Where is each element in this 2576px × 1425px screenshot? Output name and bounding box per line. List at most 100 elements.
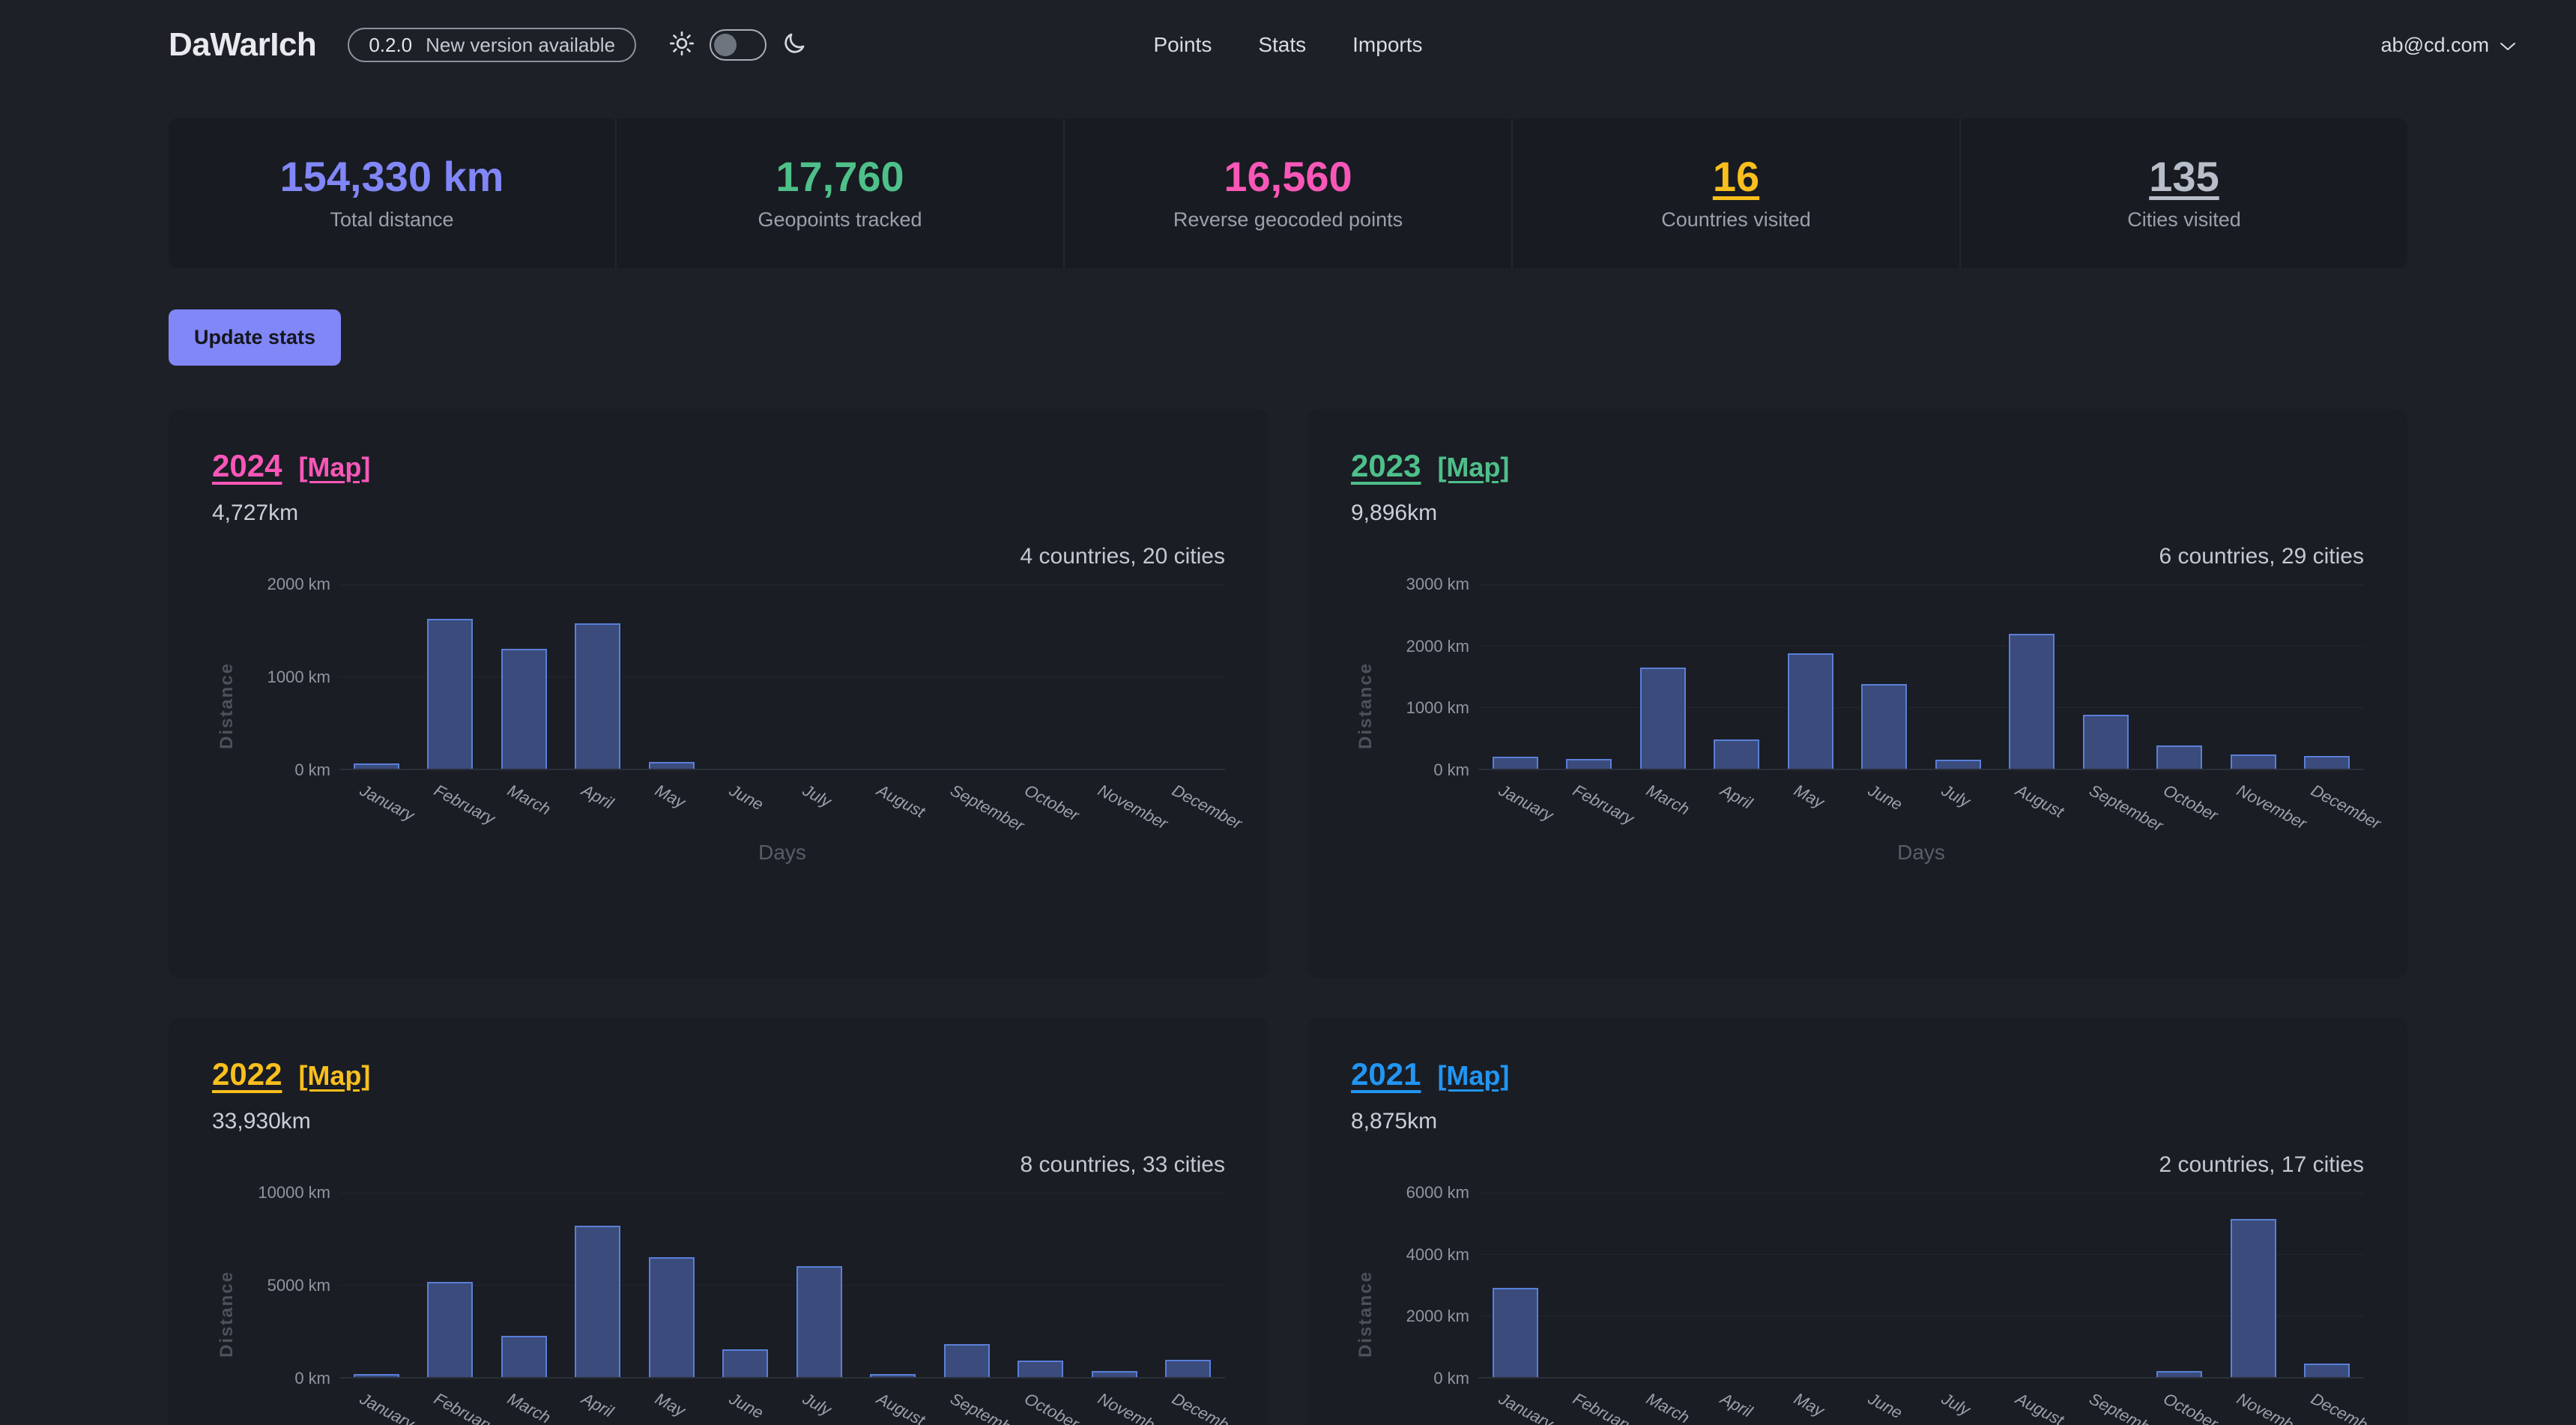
year-link[interactable]: 2021: [1351, 1056, 1421, 1092]
y-axis-tick-labels: 0 km 2000 km 4000 km 6000 km: [1381, 1183, 1478, 1388]
user-account-menu[interactable]: ab@cd.com: [2381, 34, 2516, 57]
stat-value: 16,560: [1224, 152, 1352, 200]
chart-bar[interactable]: [1492, 1288, 1538, 1377]
bar-slot: [1626, 584, 1700, 769]
chart-bar[interactable]: [575, 1226, 621, 1377]
nav-link-stats[interactable]: Stats: [1258, 33, 1307, 56]
bar-slot: [1004, 1193, 1078, 1377]
bar-slot: [709, 584, 783, 769]
bar-slot: [930, 1193, 1004, 1377]
nav-link-imports[interactable]: Imports: [1352, 33, 1423, 56]
chart-bar[interactable]: [501, 649, 547, 769]
chart-bar[interactable]: [1091, 1371, 1137, 1377]
nav-link-points[interactable]: Points: [1153, 33, 1212, 56]
x-tick-label: August: [2013, 1389, 2067, 1425]
chart-bar[interactable]: [648, 1257, 695, 1377]
x-tick-label: August: [874, 781, 928, 822]
chart-bar[interactable]: [575, 623, 621, 769]
x-tick-label: July: [799, 781, 835, 811]
x-tick-label: December: [1169, 1389, 1245, 1425]
distance-bar-chart: Distance 0 km 1000 km 2000 km January Februar…: [212, 575, 1245, 899]
update-stats-button[interactable]: Update stats: [169, 309, 342, 366]
map-link[interactable]: [Map]: [1437, 452, 1510, 482]
y-tick-label: 0 km: [294, 1369, 330, 1388]
chart-bar[interactable]: [1492, 757, 1538, 769]
y-axis-title: Distance: [217, 1270, 237, 1358]
year-link[interactable]: 2024: [212, 448, 282, 483]
x-tick-label: June: [726, 1389, 767, 1423]
chart-bar[interactable]: [2304, 755, 2350, 769]
chart-bar[interactable]: [427, 618, 474, 769]
chart-bar[interactable]: [501, 1335, 547, 1377]
gridline: [1478, 707, 2364, 708]
version-badge[interactable]: 0.2.0 New version available: [348, 28, 637, 62]
sun-icon[interactable]: [669, 31, 695, 60]
chart-bar[interactable]: [353, 1373, 399, 1377]
chart-bar[interactable]: [427, 1282, 474, 1377]
chart-bar[interactable]: [796, 1266, 842, 1377]
chart-bar[interactable]: [2304, 1363, 2350, 1377]
chart-bar[interactable]: [1861, 683, 1908, 769]
year-card: 2022 [Map] 33,930km 8 countries, 33 cities D…: [169, 1017, 1269, 1425]
chart-bar[interactable]: [1165, 1359, 1212, 1377]
bar-slot: [2143, 1193, 2217, 1377]
chart-bar[interactable]: [1787, 653, 1833, 769]
chart-bar[interactable]: [1714, 739, 1760, 769]
chart-bar[interactable]: [353, 763, 399, 769]
theme-toggle-knob: [714, 34, 737, 56]
chart-bar[interactable]: [1018, 1360, 1064, 1377]
chart-bar[interactable]: [2082, 714, 2129, 769]
theme-switcher[interactable]: [669, 29, 807, 61]
stat-label: Reverse geocoded points: [1173, 208, 1403, 231]
year-card: 2024 [Map] 4,727km 4 countries, 20 cities Di…: [169, 409, 1269, 978]
gridline: [1478, 646, 2364, 647]
map-link[interactable]: [Map]: [298, 452, 371, 482]
chart-bar[interactable]: [2230, 754, 2276, 769]
chart-bar[interactable]: [943, 1343, 990, 1377]
year-link[interactable]: 2023: [1351, 448, 1421, 483]
chart-bar[interactable]: [722, 1349, 769, 1377]
bar-slot: [561, 584, 635, 769]
stat-card: 16,560 Reverse geocoded points: [1065, 118, 1513, 268]
y-tick-label: 1000 km: [267, 668, 330, 686]
bar-slot: [414, 584, 488, 769]
x-tick-label: April: [1717, 781, 1756, 813]
bar-slot: [414, 1193, 488, 1377]
x-axis-title: Days: [758, 841, 806, 864]
chart-bar[interactable]: [2156, 1370, 2203, 1377]
year-link[interactable]: 2022: [212, 1056, 282, 1092]
x-tick-label: March: [1643, 781, 1693, 819]
y-tick-label: 2000 km: [267, 575, 330, 593]
x-tick-label: January: [357, 1389, 418, 1425]
bar-slot: [1152, 1193, 1226, 1377]
bar-slot: [1774, 584, 1848, 769]
chart-bar[interactable]: [1566, 758, 1612, 769]
chart-bar[interactable]: [2156, 745, 2203, 769]
gridline: [339, 1285, 1225, 1286]
year-places-summary: 6 countries, 29 cities: [2159, 544, 2364, 569]
chart-bar[interactable]: [1639, 667, 1686, 769]
chart-bar[interactable]: [648, 762, 695, 769]
x-tick-label: June: [1865, 1389, 1905, 1423]
y-axis-tick-labels: 0 km 5000 km 10000 km: [242, 1183, 339, 1388]
chart-bar[interactable]: [1935, 759, 1981, 769]
map-link[interactable]: [Map]: [298, 1060, 371, 1091]
bar-slot: [2069, 584, 2143, 769]
map-link[interactable]: [Map]: [1437, 1060, 1510, 1091]
chart-bar[interactable]: [2230, 1218, 2276, 1377]
year-places-summary: 2 countries, 17 cities: [2159, 1152, 2364, 1177]
x-axis-tick-labels: January February March April May June July Augu…: [339, 1379, 1245, 1425]
y-tick-label: 2000 km: [1406, 1307, 1469, 1326]
bar-slot: [2069, 1193, 2143, 1377]
chart-bar[interactable]: [2009, 633, 2055, 769]
x-tick-label: May: [652, 1389, 689, 1421]
x-tick-label: May: [652, 781, 689, 812]
x-tick-label: January: [1496, 1389, 1557, 1425]
theme-toggle-switch[interactable]: [710, 29, 767, 61]
bar-slot: [930, 584, 1004, 769]
bar-slot: [1004, 584, 1078, 769]
moon-icon[interactable]: [781, 31, 807, 60]
chart-bar[interactable]: [870, 1373, 916, 1377]
bar-slot: [709, 1193, 783, 1377]
y-tick-label: 1000 km: [1406, 698, 1469, 718]
